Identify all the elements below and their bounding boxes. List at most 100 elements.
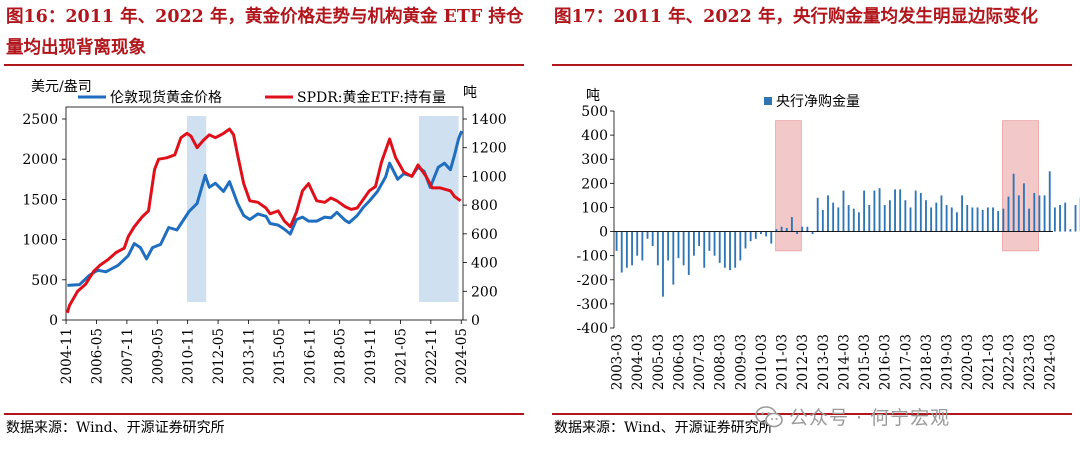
x-tick-label: 2010-11 [181,328,197,384]
y-tick-label: 100 [581,200,608,216]
y-tick-label: 0 [49,313,58,329]
bar [682,231,685,266]
x-tick-label: 2009-03 [733,334,749,390]
bar [806,226,809,232]
bar [718,231,721,263]
bar [909,207,912,232]
x-tick-label: 2007-11 [120,328,136,384]
x-tick-label: 2015-05 [272,328,288,384]
bar [986,207,989,232]
source-rule [552,413,1072,415]
bar [863,190,866,232]
legend-label: 伦敦现货黄金价格 [110,89,222,106]
bar [930,207,933,232]
watermark: 公众号 · 何宁宏观 [755,403,950,430]
bar [754,231,757,239]
y-tick-label: 500 [581,104,608,120]
bar [1012,173,1015,232]
y-tick-label: 400 [581,128,608,144]
x-tick-label: 2004-11 [59,328,75,384]
bar [858,212,860,232]
y2-tick-label: 200 [471,284,498,300]
x-tick-label: 2016-03 [878,334,894,390]
bar [796,231,798,234]
bar [744,231,747,249]
bar [1059,205,1061,232]
bar [760,231,762,234]
bar [801,226,804,232]
bar [821,209,824,232]
y2-tick-label: 1400 [471,112,507,128]
bar [780,226,783,232]
bar [971,207,974,232]
x-tick-label: 2019-11 [363,328,379,384]
bar [615,231,618,251]
bar [981,209,984,232]
x-tick-label: 2012-03 [795,334,811,390]
x-tick-label: 2022-03 [1001,334,1017,390]
bar [961,195,963,232]
x-tick-label: 2019-03 [940,334,956,390]
bar [698,231,701,247]
x-tick-label: 2003-03 [610,334,626,390]
y-tick-label: 1500 [22,192,58,208]
bar [1028,208,1031,232]
bar [708,231,711,251]
bar [1002,208,1005,232]
x-tick-label: 2006-03 [671,334,687,390]
bar [992,207,994,232]
gold-price-etf-chart: 0 500 1000 1500 2000 2500 0 200 400 600 800 1000 120… [22,79,507,384]
bar [729,231,731,271]
bar [919,192,922,232]
y-tick-label: 300 [581,152,608,168]
y-axis-label: 美元/盎司 [31,79,92,95]
bar [734,231,737,268]
bar [1064,202,1067,232]
bar [1069,229,1072,232]
x-tick-label: 2016-11 [302,328,318,384]
x-tick-label: 2006-05 [89,328,105,384]
highlight-band [419,116,459,302]
bar [852,208,855,232]
bar [790,217,793,232]
highlight-band [775,120,802,252]
bar [785,227,788,232]
bar [775,229,778,232]
bar [899,189,902,232]
title-rule [552,64,1072,66]
bar [914,190,917,232]
bar [1053,207,1056,232]
bar [816,197,819,232]
bar [693,231,695,256]
bar [641,231,644,261]
bar [646,231,649,239]
bar [842,190,845,232]
bar [976,207,979,232]
bar [868,205,871,232]
y-tick-label: -300 [577,297,608,313]
x-tick-label: 2010-03 [754,334,770,390]
bar [811,231,814,234]
y2-tick-label: 400 [471,256,498,272]
x-tick-label: 2024-03 [1043,334,1059,390]
y2-axis-label: 吨 [463,85,477,101]
y-tick-label: 2500 [22,112,58,128]
figure-17-source: 数据来源：Wind、开源证券研究所 [554,420,773,436]
watermark-text: 公众号 · 何宁宏观 [789,407,951,429]
x-tick-label: 2018-03 [919,334,935,390]
x-tick-label: 2024-05 [454,328,470,384]
bar [935,202,938,232]
bar [847,205,850,232]
x-tick-label: 2012-05 [211,328,227,384]
bar [1007,196,1010,232]
legend-swatch [764,97,772,105]
bar [687,231,690,275]
figure-16-source: 数据来源：Wind、开源证券研究所 [6,420,225,436]
bar [950,207,953,232]
bar [1043,195,1046,232]
bar [749,231,752,242]
y2-tick-label: 800 [471,198,498,214]
bar [904,200,907,232]
bar [656,231,659,266]
